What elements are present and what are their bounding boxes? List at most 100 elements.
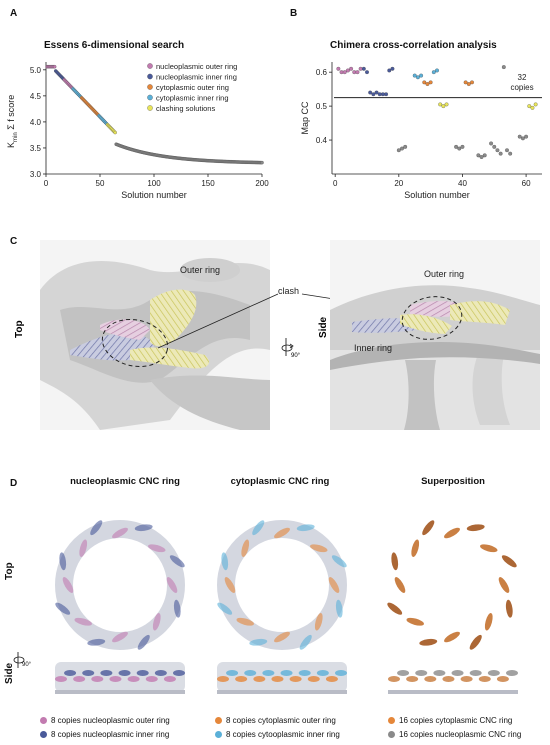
ring-copy [62, 577, 74, 593]
data-point [508, 151, 513, 156]
ring-copy [391, 552, 399, 571]
rotation-icon-d [13, 652, 25, 668]
ring-copy [134, 524, 153, 532]
legend-text: 8 copies cytooplasmic inner ring [226, 730, 340, 739]
side-density [217, 662, 347, 692]
data-point [374, 90, 379, 95]
legend-item: 8 copies cytoplasmic outer ring [215, 716, 336, 725]
side-copy [325, 676, 338, 682]
side-copy [82, 670, 95, 676]
x-tick-label: 20 [394, 179, 403, 188]
side-copy [217, 676, 229, 682]
ring-copy [299, 634, 312, 650]
data-point [495, 148, 500, 153]
ring-copy [394, 577, 406, 593]
panel-a-chart: 0 50 100 150 200 3.0 3.5 4.0 4.5 5.0 Solution numb… [6, 62, 269, 200]
legend-text: 8 copies nucleoplasmic outer ring [51, 716, 170, 725]
ring-copy [335, 599, 343, 618]
side-copy [253, 676, 266, 682]
data-point [492, 144, 497, 149]
side-copy [244, 670, 257, 676]
ring-copy [480, 544, 498, 553]
side-copy [478, 676, 491, 682]
data-point [470, 80, 474, 85]
data-point [457, 146, 462, 151]
ring-copy [274, 631, 290, 643]
data-point [387, 68, 392, 73]
data-point [345, 68, 350, 73]
legend-dot [40, 731, 47, 738]
ring-copy [387, 602, 403, 615]
x-tick-label: 150 [201, 179, 215, 188]
side-copy [397, 670, 410, 676]
legend-item: 16 copies cytoplasmic CNC ring [388, 716, 512, 725]
legend-label: clashing solutions [156, 104, 215, 113]
ring-copy [166, 577, 178, 593]
data-point [113, 130, 117, 135]
ring-copy [173, 599, 181, 618]
ring-copy [224, 577, 236, 593]
data-point [342, 70, 347, 75]
legend-text: 8 copies nucleoplasmic inner ring [51, 730, 170, 739]
ring-density [217, 520, 347, 650]
side-copy [154, 670, 167, 676]
y-tick-label: 4.5 [30, 92, 42, 101]
panel-b-chart: 0 20 40 60 0.4 0.5 0.6 Solution number Map CC 32c… [300, 62, 542, 200]
data-point [441, 104, 446, 109]
data-point [530, 105, 535, 110]
data-point [466, 82, 471, 87]
side-copy [433, 670, 446, 676]
legend-label: cytoplasmic inner ring [156, 94, 229, 103]
y-axis-label: Kmin Σ f score [6, 95, 19, 148]
side-copy [145, 676, 158, 682]
side-copy [451, 670, 464, 676]
superposition-ring-side [388, 670, 518, 694]
outer-ring-label-left: Outer ring [180, 265, 220, 275]
data-point [524, 134, 529, 139]
side-view-label-d: Side [4, 662, 15, 684]
side-base [217, 690, 347, 694]
data-point [422, 80, 427, 85]
data-point [412, 73, 417, 78]
top-view-fitted-rings [70, 289, 210, 369]
side-copy [109, 676, 122, 682]
ring-copy [55, 602, 71, 615]
side-copy [487, 670, 500, 676]
threshold-annotation-count: 32 [518, 73, 527, 82]
legend-label: nucleoplasmic outer ring [156, 62, 237, 71]
side-copy [55, 676, 67, 682]
ring-copy [331, 555, 347, 568]
legend-dot [388, 717, 395, 724]
ring-copy [249, 638, 268, 646]
ring-copy [236, 617, 254, 626]
data-point [517, 134, 522, 139]
side-view-density-map [330, 240, 540, 430]
legend-text: 16 copies cytoplasmic CNC ring [399, 716, 513, 725]
ring-copy [466, 524, 485, 532]
clash-region-left [101, 318, 169, 368]
side-copy [280, 670, 293, 676]
legend-label: nucleoplasmic inner ring [156, 73, 237, 82]
data-point [431, 70, 436, 75]
legend-text: 8 copies cytoplasmic outer ring [226, 716, 336, 725]
ring-copy [274, 527, 290, 539]
legend-dot [388, 731, 395, 738]
data-point [489, 141, 494, 146]
data-point [419, 73, 424, 78]
side-view-label-c: Side [318, 316, 329, 338]
side-copy [388, 676, 400, 682]
legend-marker [147, 84, 153, 90]
legend-dot [40, 717, 47, 724]
ring-copy [137, 634, 150, 650]
data-point [476, 153, 481, 158]
x-tick-label: 0 [333, 179, 338, 188]
side-copy [460, 676, 473, 682]
side-copy [316, 670, 329, 676]
data-point [336, 66, 341, 71]
legend-label: cytoplasmic outer ring [156, 83, 229, 92]
ring-copy [501, 555, 517, 568]
ring-copy [444, 527, 460, 539]
x-tick-label: 0 [44, 179, 49, 188]
data-point [479, 155, 484, 159]
side-copy [469, 670, 482, 676]
